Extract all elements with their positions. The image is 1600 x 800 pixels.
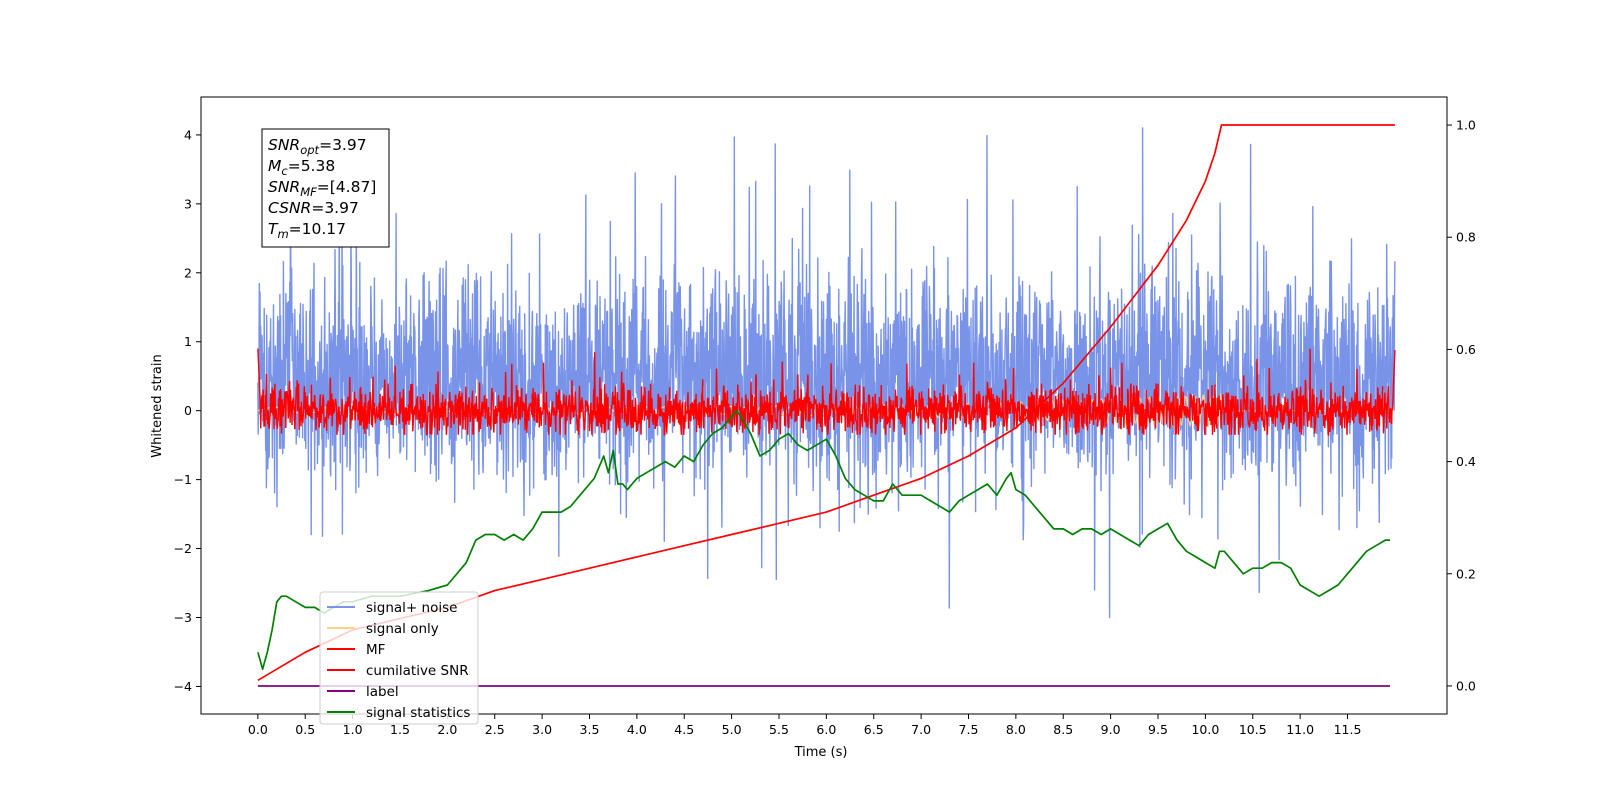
x-tick-label: 7.0 — [911, 722, 931, 737]
info-value: =3.97 — [319, 136, 367, 154]
x-tick-label: 5.0 — [722, 722, 742, 737]
x-tick-label: 3.5 — [580, 722, 600, 737]
x-tick-label: 2.0 — [437, 722, 457, 737]
y-tick-label: 2 — [184, 265, 192, 280]
info-value: =10.17 — [289, 220, 346, 238]
legend-frame — [319, 591, 479, 725]
x-tick-label: 5.5 — [769, 722, 789, 737]
legend-label: signal+ noise — [366, 600, 457, 616]
x-tick-label: 1.0 — [343, 722, 363, 737]
y-tick-label: 4 — [184, 127, 192, 142]
y-tick-label: 1 — [184, 334, 192, 349]
info-symbol: T — [268, 220, 279, 238]
x-tick-label: 4.0 — [627, 722, 647, 737]
x-tick-label: 11.0 — [1286, 722, 1314, 737]
info-value: =5.38 — [288, 157, 336, 175]
y-axis-left: 4 3 2 1 0 −1 −2 −3 −4 — [174, 127, 201, 694]
info-line: Mc=5.38 — [268, 157, 335, 178]
x-tick-label: 11.5 — [1334, 722, 1362, 737]
y-tick-label: 3 — [184, 196, 192, 211]
y-tick-label: −2 — [174, 541, 192, 556]
legend-label: signal only — [366, 621, 439, 637]
signal-noise-line — [257, 127, 1396, 619]
x-tick-label: 6.0 — [816, 722, 836, 737]
series-signal-noise — [257, 127, 1396, 619]
info-line: SNRMF=[4.87] — [268, 178, 376, 199]
info-line: SNRopt=3.97 — [268, 136, 367, 157]
x-tick-label: 2.5 — [485, 722, 505, 737]
y2-tick-label: 0.8 — [1456, 230, 1476, 245]
info-value: =[4.87] — [317, 178, 377, 196]
axes-frame — [200, 96, 1448, 715]
x-tick-label: 6.5 — [864, 722, 884, 737]
info-box-frame — [261, 128, 390, 248]
x-tick-label: 1.5 — [390, 722, 410, 737]
y2-tick-label: 0.6 — [1456, 342, 1476, 357]
y2-tick-label: 1.0 — [1456, 118, 1476, 133]
info-symbol: CSNR — [268, 199, 311, 217]
x-tick-label: 10.0 — [1191, 722, 1219, 737]
y-tick-label: 0 — [184, 403, 192, 418]
series-signal-statistics — [257, 410, 1391, 670]
x-tick-label: 8.5 — [1053, 722, 1073, 737]
info-subscript: opt — [300, 143, 319, 157]
info-box: SNRopt=3.97Mc=5.38SNRMF=[4.87]CSNR=3.97T… — [261, 128, 390, 248]
x-tick-label: 8.0 — [1006, 722, 1026, 737]
info-line: CSNR=3.97 — [268, 199, 359, 217]
info-subscript: m — [277, 227, 288, 241]
mf-line — [257, 348, 1396, 437]
x-tick-label: 0.0 — [248, 722, 268, 737]
y-axis-right: 1.0 0.8 0.6 0.4 0.2 0.0 — [1447, 118, 1476, 693]
legend-label: cumilative SNR — [366, 663, 469, 679]
x-tick-label: 9.5 — [1148, 722, 1168, 737]
series-mf — [257, 348, 1396, 437]
info-value: =3.97 — [311, 199, 359, 217]
info-subscript: c — [281, 164, 288, 178]
y2-tick-label: 0.2 — [1456, 566, 1476, 581]
x-axis: 0.0 0.5 1.0 1.5 2.0 2.5 3.0 3.5 4.0 4.5 5.0 5.5 6.0 6… — [248, 714, 1362, 737]
info-subscript: MF — [300, 185, 317, 199]
y-axis-label: Whitened strain — [150, 354, 165, 457]
legend-label: MF — [366, 642, 385, 658]
y-tick-label: −1 — [174, 472, 192, 487]
x-tick-label: 0.5 — [295, 722, 315, 737]
x-tick-label: 7.5 — [959, 722, 979, 737]
y2-tick-label: 0.4 — [1456, 454, 1476, 469]
x-tick-label: 3.0 — [532, 722, 552, 737]
x-tick-label: 9.0 — [1101, 722, 1121, 737]
info-symbol: M — [268, 157, 281, 175]
signal-statistics-line — [257, 410, 1391, 670]
legend-label: label — [366, 684, 399, 700]
x-axis-label: Time (s) — [794, 745, 848, 760]
info-symbol: SNR — [268, 178, 300, 196]
info-line: Tm=10.17 — [268, 220, 346, 241]
info-symbol: SNR — [268, 136, 300, 154]
y2-tick-label: 0.0 — [1456, 678, 1476, 693]
legend-label: signal statistics — [366, 705, 470, 721]
x-tick-label: 10.5 — [1239, 722, 1267, 737]
y-tick-label: −3 — [174, 610, 192, 625]
legend: signal+ noise signal only MF cumilative SNR… — [319, 591, 479, 725]
x-tick-label: 4.5 — [674, 722, 694, 737]
y-tick-label: −4 — [174, 679, 192, 694]
